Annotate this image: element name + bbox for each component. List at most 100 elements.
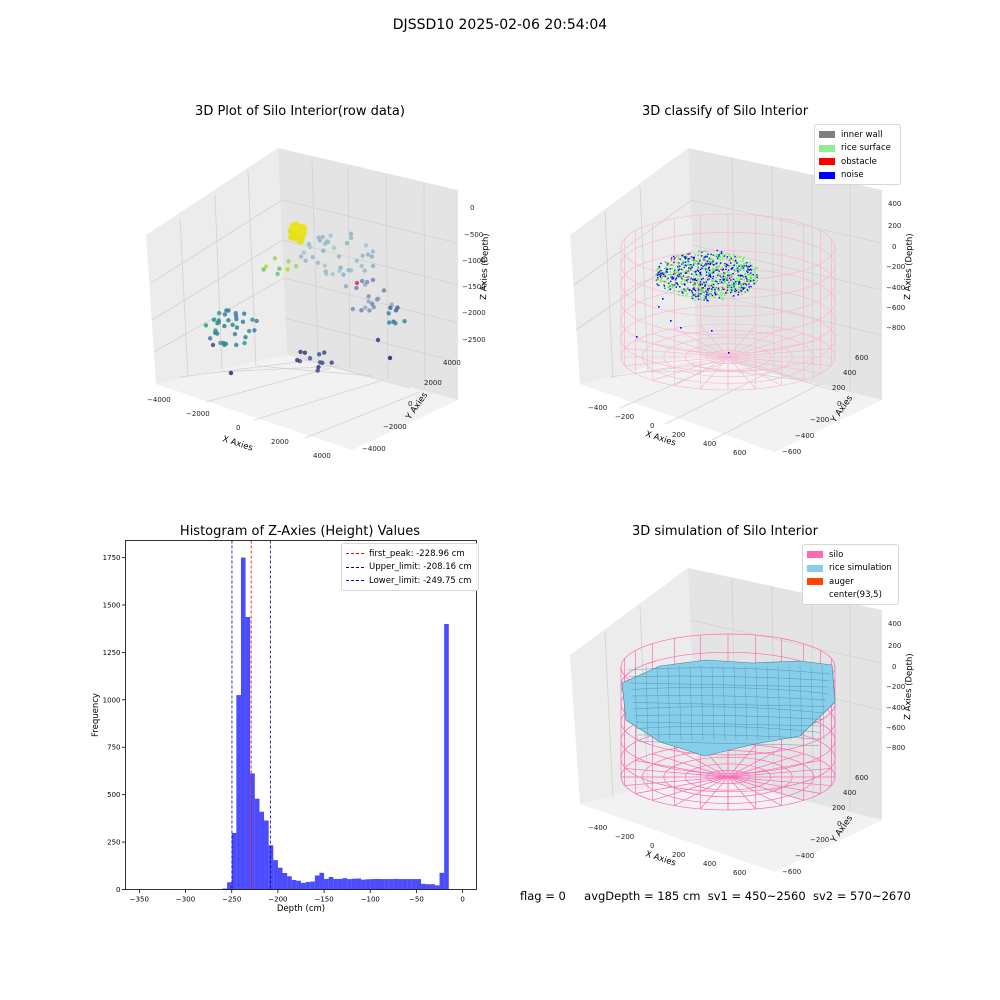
classified-point	[721, 289, 723, 291]
classified-point	[739, 268, 742, 271]
classified-point	[749, 261, 751, 264]
classified-point	[692, 278, 694, 281]
classified-point	[682, 269, 684, 271]
raw-data-point	[242, 311, 247, 316]
classified-point	[683, 288, 685, 290]
classified-point	[708, 272, 710, 275]
classified-point	[663, 273, 665, 276]
legend-item-upper-limit: Upper_limit: -208.16 cm	[346, 561, 473, 575]
classified-point	[703, 256, 705, 259]
classified-point	[712, 259, 714, 261]
classified-point	[658, 284, 660, 287]
classified-point	[740, 285, 742, 287]
classified-point	[705, 259, 707, 262]
classified-point	[677, 265, 679, 268]
legend-swatch-noise	[819, 171, 835, 179]
classified-point	[742, 287, 744, 289]
classify-ztick-6: 200	[888, 222, 901, 230]
classified-point	[697, 263, 700, 265]
classified-point	[678, 267, 680, 269]
classified-point	[710, 272, 712, 274]
classified-point	[687, 278, 689, 281]
classified-point	[730, 276, 733, 278]
raw-ztick-2: −2000	[462, 309, 486, 317]
raw-data-point	[307, 356, 313, 361]
classified-point	[692, 294, 695, 296]
raw-data-point	[254, 318, 259, 324]
classified-point	[738, 265, 740, 267]
classified-point	[681, 294, 684, 297]
simulation-plot-title: 3D simulation of Silo Interior	[632, 524, 818, 539]
sim-xtick-5: 400	[703, 860, 716, 868]
legend-item-silo: silo	[807, 548, 893, 562]
classified-point	[719, 259, 721, 261]
classified-point	[700, 282, 702, 284]
classified-point	[705, 297, 707, 299]
classified-point	[724, 279, 727, 281]
simulation-zlabel: Z Axies (Depth)	[903, 653, 915, 720]
classified-point	[744, 265, 746, 267]
silo-floor-spoke	[727, 356, 756, 390]
classified-point	[718, 295, 721, 297]
classified-point	[716, 268, 718, 270]
classify-ytick-4: 0	[837, 400, 841, 408]
classified-point	[690, 267, 692, 270]
silo-floor-spoke	[635, 760, 729, 778]
classified-point	[728, 277, 731, 279]
classified-point	[687, 260, 689, 262]
classified-point	[683, 283, 685, 285]
classified-point	[697, 251, 700, 253]
legend-swatch-auger	[807, 578, 823, 586]
raw-data-point	[315, 260, 321, 266]
classified-point	[685, 255, 687, 257]
classified-point	[657, 278, 659, 281]
hist-bar	[250, 773, 255, 890]
classified-point	[677, 272, 680, 275]
classified-point	[745, 264, 747, 267]
raw-data-point	[364, 279, 370, 285]
classify-ztick-1: −800	[886, 324, 905, 332]
hist-bar	[245, 616, 251, 890]
classified-point	[657, 267, 659, 270]
hist-bar	[227, 882, 232, 890]
raw-data-point	[375, 337, 381, 343]
classified-point	[711, 261, 713, 263]
classified-point	[682, 261, 684, 264]
classified-point	[691, 290, 693, 292]
raw-data-point	[298, 349, 303, 355]
classified-point	[719, 282, 721, 284]
classified-point	[733, 285, 735, 288]
classified-point	[705, 264, 708, 266]
raw-ztick-4: −1000	[462, 257, 486, 265]
silo-floor-spoke	[727, 356, 832, 366]
classified-point	[676, 274, 679, 277]
classified-point	[673, 289, 675, 292]
classified-point	[752, 279, 755, 281]
raw-data-point	[300, 230, 307, 237]
rice-surface-meshline	[656, 665, 660, 741]
classified-point	[715, 255, 717, 258]
raw-data-point	[366, 299, 371, 304]
classified-point	[737, 293, 740, 296]
classified-point	[750, 272, 752, 274]
silo-floor-spoke	[652, 753, 729, 778]
classified-point	[720, 294, 723, 296]
classified-point	[657, 276, 659, 279]
classified-point	[733, 286, 736, 289]
classified-point	[706, 299, 708, 301]
classified-point	[748, 265, 751, 268]
raw-data-point	[388, 305, 393, 311]
raw-zlabel: Z Axies (Depth)	[479, 233, 491, 300]
classified-point	[683, 256, 686, 258]
classified-point	[739, 256, 741, 258]
classified-point	[733, 282, 735, 284]
raw-ytick-5: 4000	[443, 359, 461, 367]
classified-point	[742, 283, 745, 285]
classified-point	[681, 277, 683, 280]
classified-point	[740, 286, 743, 289]
raw-data-point	[387, 320, 392, 325]
raw-data-point	[234, 316, 239, 322]
classified-point	[703, 291, 705, 293]
classified-point	[726, 289, 729, 291]
classified-point	[721, 266, 724, 269]
